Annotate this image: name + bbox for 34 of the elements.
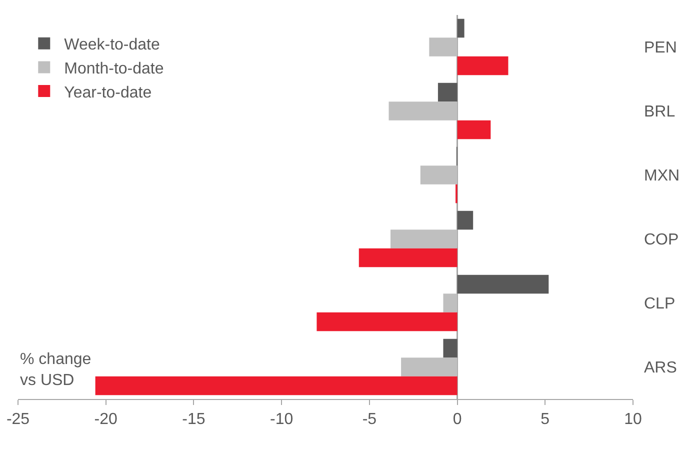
y-tick-label: ARS bbox=[644, 360, 677, 377]
legend-label: Week-to-date bbox=[64, 36, 160, 54]
bar bbox=[390, 230, 458, 248]
x-tick-label: 5 bbox=[540, 411, 550, 428]
x-tick-label: -25 bbox=[6, 411, 30, 428]
bar bbox=[457, 210, 474, 230]
y-tick-label: BRL bbox=[644, 104, 676, 121]
annotation: % change vs USD bbox=[20, 351, 92, 389]
x-tick-label: 0 bbox=[452, 411, 462, 428]
y-tick-label: PEN bbox=[644, 40, 677, 57]
bar bbox=[401, 358, 458, 376]
bar bbox=[457, 274, 549, 294]
bar bbox=[429, 38, 458, 56]
x-tick-label: 10 bbox=[624, 411, 642, 428]
bar bbox=[316, 312, 458, 332]
bar bbox=[443, 338, 458, 358]
bar bbox=[457, 18, 464, 38]
bar bbox=[95, 376, 458, 396]
legend-label: Month-to-date bbox=[64, 60, 164, 78]
x-tick-label: -5 bbox=[362, 411, 377, 428]
bar bbox=[388, 102, 458, 120]
bar bbox=[457, 120, 491, 140]
bar bbox=[420, 166, 458, 184]
x-tick-label: -10 bbox=[270, 411, 294, 428]
bar bbox=[443, 294, 458, 312]
y-tick-label: COP bbox=[644, 232, 679, 249]
x-tick-label: -20 bbox=[94, 411, 118, 428]
bar bbox=[457, 56, 508, 76]
bar bbox=[438, 82, 458, 102]
x-tick-label: -15 bbox=[182, 411, 206, 428]
y-tick-label: CLP bbox=[644, 296, 676, 313]
legend-label: Year-to-date bbox=[64, 84, 152, 102]
y-tick-label: MXN bbox=[644, 168, 680, 185]
bar bbox=[358, 248, 458, 268]
